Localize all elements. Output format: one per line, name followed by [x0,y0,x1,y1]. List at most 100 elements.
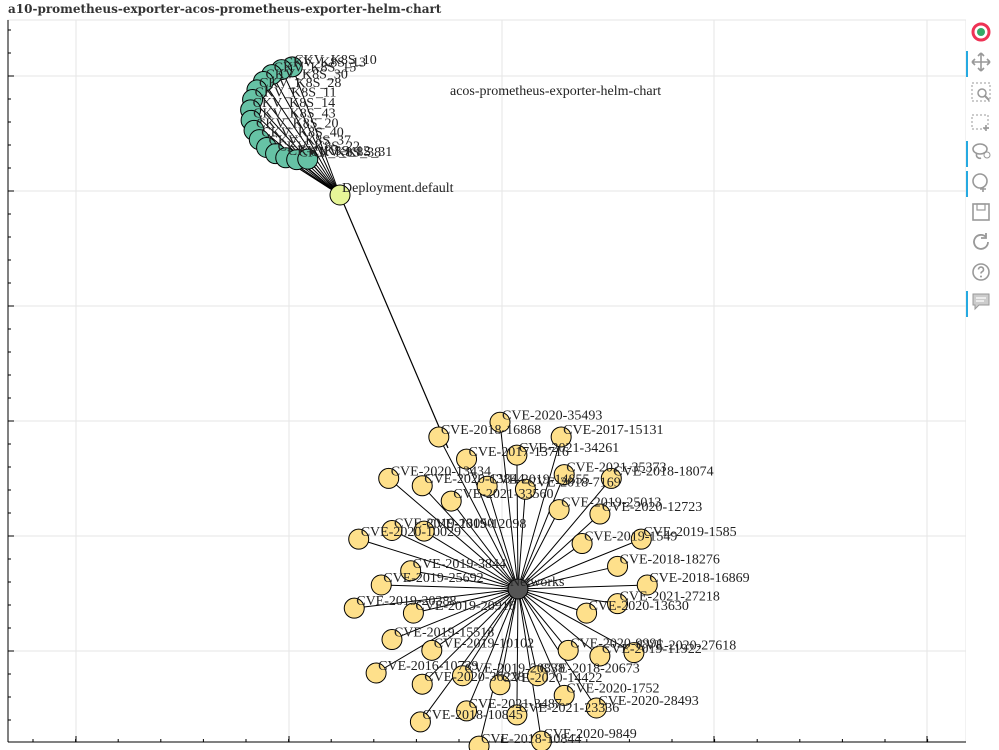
edge [410,570,519,590]
edge [466,588,519,712]
vuln-node [576,602,598,624]
vuln-label: CVE-2020-13844 [424,472,524,487]
vuln-node [600,467,622,489]
vuln-label: CVE-2020-1752 [566,681,659,696]
check-label: CKV_K8S_12 [288,144,370,159]
edge [421,588,519,685]
edge [450,500,519,590]
vuln-label: CVE-2018-18074 [613,464,713,479]
edge [517,588,587,614]
edge-hub [339,194,449,449]
vuln-node [548,499,570,521]
plot-grid [7,19,966,743]
vuln-label: CVE-2021-23336 [519,701,619,716]
edge [517,588,618,605]
check-label: CKV_K8S_22 [278,140,360,155]
lasso-select-icon[interactable] [966,141,994,167]
node-layer [240,56,658,750]
vuln-node [489,674,511,696]
vuln-node [506,704,528,726]
vuln-node [409,711,431,733]
vuln-node [506,444,528,466]
vuln-node [623,642,645,664]
check-label: CKV_K8S_15 [274,61,356,76]
save-icon[interactable] [970,201,994,225]
vuln-node [411,673,433,695]
vuln-label: CVE-2017-13716 [469,445,569,460]
edge [291,66,341,196]
vuln-node [348,528,370,550]
vuln-label: CVE-2020-35493 [502,408,602,423]
check-label: CKV_K8S_31 [310,145,392,160]
vuln-node [411,475,433,497]
edge [517,543,583,590]
vuln-label: CVE-2020-12723 [602,500,702,515]
edge [478,588,519,747]
check-label: CKV_K8S_11 [255,86,337,101]
help-icon[interactable] [970,261,994,285]
check-label: CKV_K8S_38 [299,146,381,161]
vuln-label: CVE-2021-33560 [453,487,553,502]
vuln-node [585,697,607,719]
chart-label: acos-prometheus-exporter-helm-chart [450,84,661,99]
vuln-label: CVE-2018-7169 [527,475,620,490]
vuln-label: CVE-2019-25692 [383,571,483,586]
check-label: CKV_K8S_43 [253,106,335,121]
vuln-node [607,593,629,615]
wheel-zoom-icon[interactable] [966,171,994,197]
vuln-node [402,602,424,624]
vuln-label: CVE-2018-18276 [620,552,720,567]
vuln-node [452,665,474,687]
reset-icon[interactable] [970,231,994,255]
edge [517,588,542,742]
bokeh-logo-icon[interactable] [970,21,994,45]
edge [391,530,519,590]
vuln-label: CVE-2019-1549 [584,530,677,545]
check-label: CKV_K8S_13 [284,56,366,71]
edge [516,588,519,715]
vuln-label: CVE-2018-16868 [441,423,541,438]
vuln-node [440,490,462,512]
check-label: CKV_K8S_10 [294,53,376,68]
vuln-node [400,560,422,582]
vuln-node [489,411,511,433]
vuln-label: CVE-2020-13630 [589,599,689,614]
vuln-label: CVE-2018-10845 [422,708,522,723]
edge [517,565,618,590]
check-node [297,148,319,170]
check-label: CKV_K8S_14 [253,96,335,111]
box-select-icon[interactable] [970,111,994,135]
vuln-node [428,426,450,448]
vuln-label: CVE-2020-9849 [543,727,636,742]
box-zoom-icon[interactable] [970,81,994,105]
check-label: CKV_K8S_30 [265,67,347,82]
edge [462,588,519,677]
vuln-label: CVE-2019-13050 [394,516,494,531]
vuln-node [557,639,579,661]
vuln-label: CVE-2021-3487 [469,697,562,712]
edge [438,436,519,590]
check-label: CKV_K8S_20 [256,116,338,131]
vuln-label: CVE-2020-36228 [424,670,524,685]
edge [517,489,526,590]
vuln-label: CVE-2021-27218 [620,590,720,605]
edge [256,89,341,196]
network-plot[interactable]: Deployment.default acos-prometheus-export… [0,0,966,750]
edge [517,588,597,709]
vuln-node [378,467,400,489]
vuln-label: CVE-2019-1585 [643,525,736,540]
edge [421,485,519,590]
edge [517,538,642,590]
vuln-node [421,639,443,661]
vuln-label: CVE-2019-14855 [489,472,589,487]
edge [423,530,519,590]
network-node [507,578,529,600]
plot-frame [7,19,966,743]
edge [354,588,519,609]
vuln-node [413,520,435,542]
vuln-label: CVE-2017-15131 [563,423,663,438]
check-label: CKV_K8S_28 [259,76,341,91]
hover-icon[interactable] [966,291,994,317]
resource-node [329,184,351,206]
pan-icon[interactable] [966,51,994,77]
